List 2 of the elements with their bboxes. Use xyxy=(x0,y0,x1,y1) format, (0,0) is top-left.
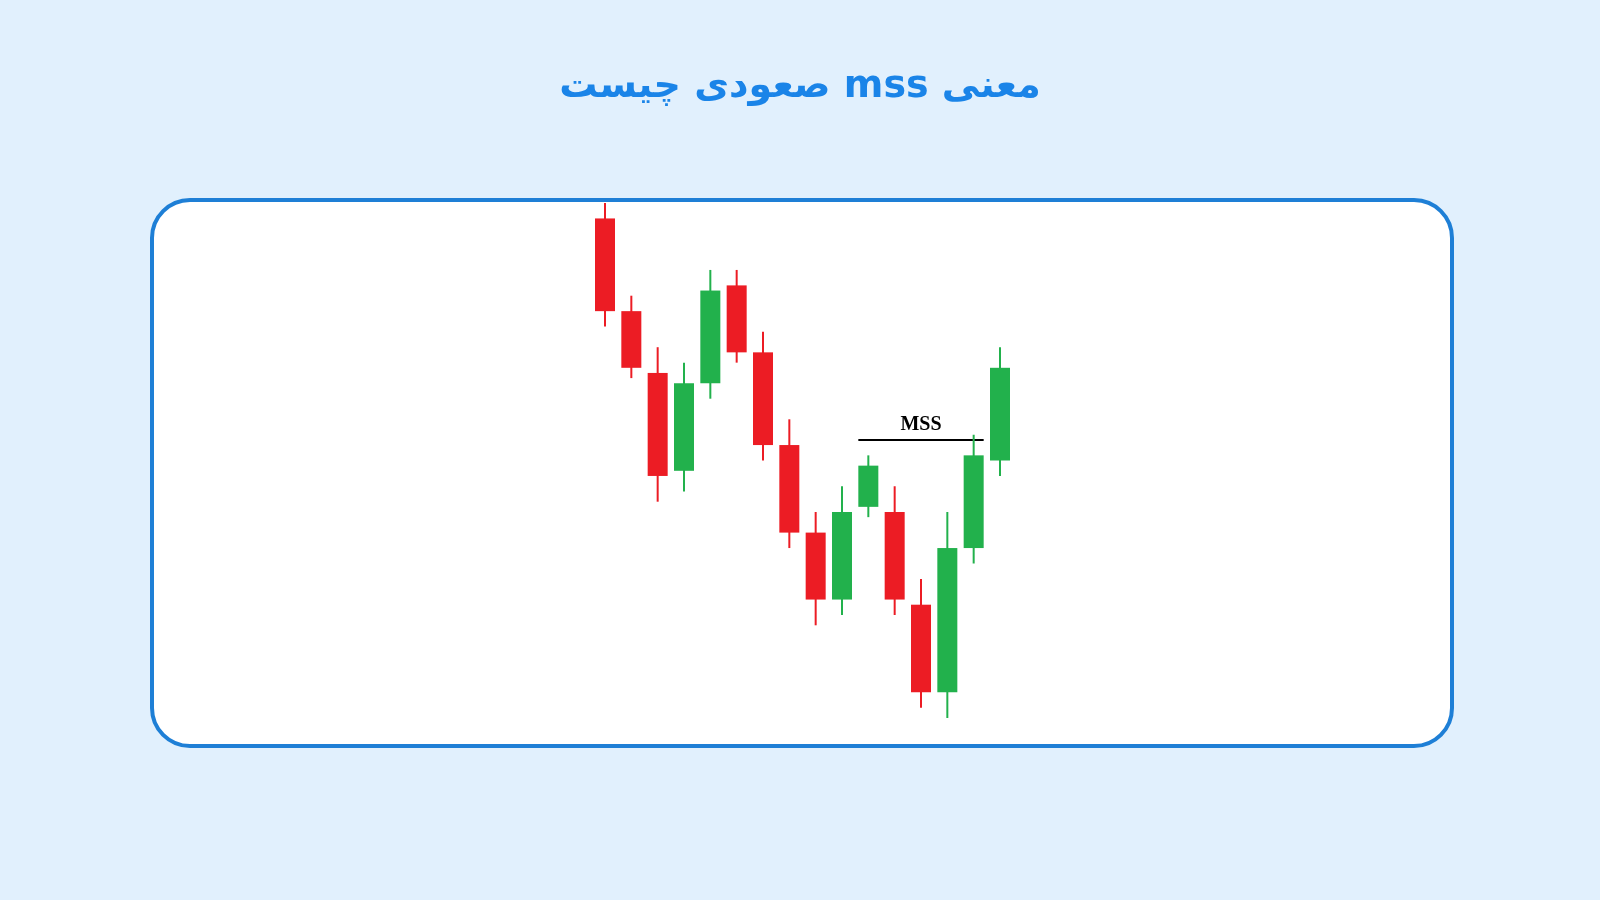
ref-line-label: MSS xyxy=(900,411,942,434)
title: معنی mss صعودی چیست xyxy=(558,62,1042,106)
